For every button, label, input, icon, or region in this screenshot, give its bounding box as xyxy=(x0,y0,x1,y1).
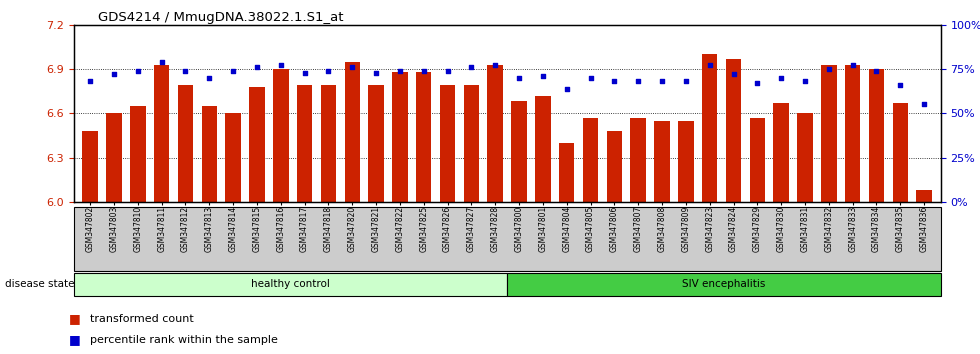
Bar xyxy=(798,113,812,202)
Bar xyxy=(512,102,527,202)
Point xyxy=(821,66,837,72)
Point xyxy=(678,79,694,84)
Text: disease state: disease state xyxy=(5,279,74,290)
Point xyxy=(893,82,908,88)
Point xyxy=(154,59,170,65)
Bar xyxy=(440,85,456,202)
Bar xyxy=(487,65,503,202)
Point xyxy=(512,75,527,81)
Point xyxy=(344,64,360,70)
Text: ■: ■ xyxy=(69,312,80,325)
Bar xyxy=(297,85,313,202)
Point xyxy=(392,68,408,74)
Bar xyxy=(893,103,908,202)
Bar xyxy=(368,85,384,202)
Bar xyxy=(392,72,408,202)
Point xyxy=(702,63,717,68)
Text: percentile rank within the sample: percentile rank within the sample xyxy=(90,335,278,345)
Point xyxy=(725,72,741,77)
Bar xyxy=(821,65,837,202)
Point xyxy=(416,68,431,74)
Bar xyxy=(773,103,789,202)
Bar xyxy=(583,118,598,202)
Bar xyxy=(154,65,170,202)
Text: GDS4214 / MmugDNA.38022.1.S1_at: GDS4214 / MmugDNA.38022.1.S1_at xyxy=(98,11,344,24)
Bar xyxy=(845,65,860,202)
Bar xyxy=(320,85,336,202)
Point xyxy=(130,68,146,74)
Point xyxy=(177,68,193,74)
Point xyxy=(535,73,551,79)
Bar xyxy=(868,69,884,202)
Point xyxy=(773,75,789,81)
Point xyxy=(368,70,384,75)
Bar xyxy=(82,131,98,202)
Point xyxy=(320,68,336,74)
Bar xyxy=(607,131,622,202)
Bar xyxy=(416,72,431,202)
Bar xyxy=(559,143,574,202)
Bar xyxy=(678,121,694,202)
Bar xyxy=(177,85,193,202)
Bar xyxy=(106,113,122,202)
Point xyxy=(655,79,670,84)
Point xyxy=(583,75,599,81)
Point xyxy=(845,63,860,68)
Point xyxy=(297,70,313,75)
Bar xyxy=(202,106,217,202)
Bar xyxy=(345,62,360,202)
Bar xyxy=(130,106,146,202)
Bar xyxy=(464,85,479,202)
Bar xyxy=(630,118,646,202)
Point xyxy=(202,75,218,81)
Point xyxy=(607,79,622,84)
Text: ■: ■ xyxy=(69,333,80,346)
Point xyxy=(868,68,884,74)
Point xyxy=(487,63,503,68)
Point xyxy=(750,80,765,86)
Point xyxy=(630,79,646,84)
Point xyxy=(797,79,812,84)
Bar xyxy=(273,69,288,202)
Point xyxy=(106,72,122,77)
Point xyxy=(273,63,289,68)
Bar xyxy=(249,87,265,202)
Point xyxy=(559,86,574,91)
Point xyxy=(82,79,98,84)
Bar xyxy=(916,190,932,202)
Point xyxy=(440,68,456,74)
Bar xyxy=(726,59,741,202)
Point xyxy=(249,64,265,70)
Bar xyxy=(535,96,551,202)
Text: healthy control: healthy control xyxy=(251,279,329,290)
Bar xyxy=(225,113,241,202)
Text: transformed count: transformed count xyxy=(90,314,194,324)
Bar xyxy=(655,121,669,202)
Point xyxy=(916,102,932,107)
Text: SIV encephalitis: SIV encephalitis xyxy=(682,279,765,290)
Bar xyxy=(750,118,765,202)
Bar xyxy=(702,54,717,202)
Point xyxy=(464,64,479,70)
Point xyxy=(225,68,241,74)
